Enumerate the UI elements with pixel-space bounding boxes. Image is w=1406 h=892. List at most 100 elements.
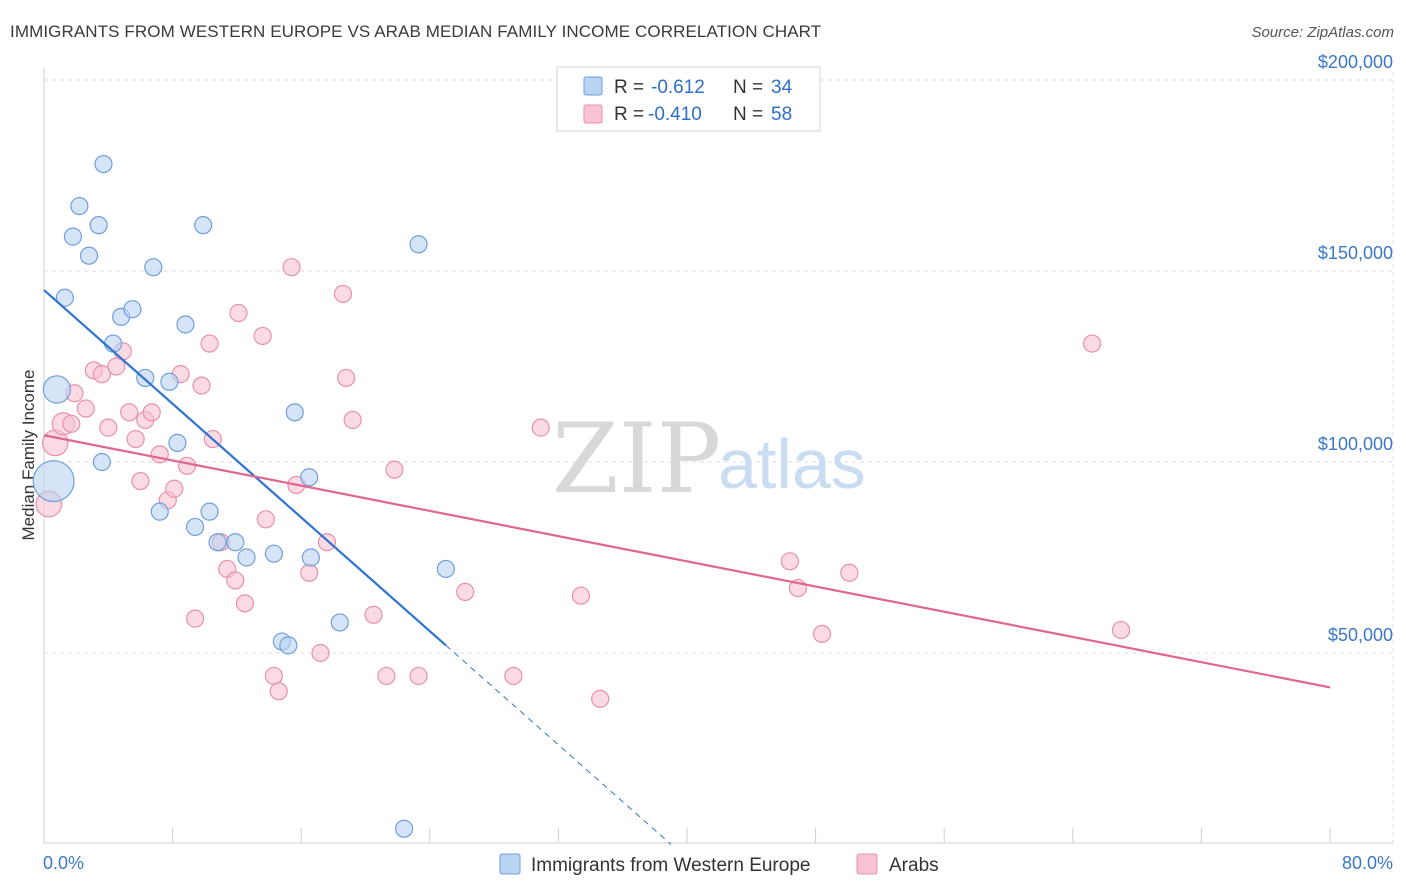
data-point-western-europe: [186, 517, 205, 537]
data-point-western-europe: [79, 246, 99, 265]
y-axis-ticks: $50,000 $100,000 $150,000 $200,000: [1318, 52, 1393, 645]
data-point-western-europe: [330, 613, 349, 632]
trend-line-western-europe: [43, 289, 447, 647]
data-point-arabs: [62, 414, 81, 433]
data-point-arabs: [1111, 620, 1131, 640]
source-credit: Source: ZipAtlas.com: [1251, 24, 1394, 41]
data-point-arabs: [142, 403, 161, 422]
data-point-western-europe: [226, 533, 245, 552]
data-point-arabs: [253, 326, 272, 346]
y-tick-label: $100,000: [1318, 434, 1393, 454]
data-point-western-europe: [94, 154, 113, 174]
data-point-western-europe: [123, 300, 142, 319]
data-point-western-europe: [150, 502, 169, 521]
data-point-western-europe: [104, 334, 123, 353]
data-point-arabs: [571, 586, 591, 605]
data-point-arabs: [311, 643, 330, 663]
axes: [43, 68, 1393, 844]
data-point-western-europe: [200, 502, 219, 521]
data-point-western-europe: [300, 468, 319, 487]
data-point-arabs: [186, 609, 205, 628]
legend-r-value-pink: -0.410: [648, 104, 702, 125]
watermark-atlas: atlas: [718, 425, 866, 503]
data-point-western-europe: [70, 196, 89, 216]
data-point-arabs: [192, 376, 211, 395]
data-point-arabs: [409, 666, 428, 686]
y-axis-label: Median Family Income: [19, 369, 38, 540]
data-point-arabs: [235, 594, 255, 613]
data-point-western-europe: [89, 216, 108, 235]
data-point-arabs: [269, 682, 288, 701]
data-point-arabs: [99, 418, 118, 437]
legend-swatch-blue: [583, 76, 603, 96]
data-point-western-europe: [42, 375, 72, 404]
data-point-arabs: [177, 456, 197, 475]
data-point-western-europe: [55, 288, 74, 307]
legend-n-value-pink: 58: [771, 104, 792, 125]
data-point-arabs: [812, 624, 832, 644]
data-point-arabs: [126, 429, 145, 449]
y-tick-label: $150,000: [1318, 243, 1393, 263]
data-point-arabs: [264, 666, 283, 686]
data-point-arabs: [282, 258, 301, 277]
data-point-western-europe: [176, 315, 195, 334]
data-point-western-europe: [92, 452, 111, 472]
y-tick-label: $50,000: [1328, 625, 1393, 645]
data-point-western-europe: [409, 235, 428, 254]
series-arabs-points: [35, 258, 1131, 708]
trend-line-western-europe-extension: [445, 644, 672, 845]
data-point-arabs: [337, 368, 356, 388]
bottom-legend-label-pink: Arabs: [889, 855, 939, 876]
data-point-western-europe: [394, 819, 414, 838]
data-point-western-europe: [301, 548, 320, 567]
data-point-arabs: [92, 365, 111, 384]
data-point-arabs: [377, 666, 396, 686]
data-point-arabs: [385, 460, 404, 479]
legend-r-value-blue: -0.612: [651, 77, 705, 98]
data-point-arabs: [317, 533, 337, 552]
data-point-western-europe: [160, 372, 179, 391]
data-point-arabs: [780, 552, 799, 571]
chart-title: IMMIGRANTS FROM WESTERN EUROPE VS ARAB M…: [10, 22, 822, 41]
data-point-arabs: [200, 334, 219, 353]
data-point-arabs: [1082, 334, 1102, 353]
data-point-arabs: [150, 445, 169, 464]
data-point-arabs: [256, 510, 275, 529]
bottom-legend-label-blue: Immigrants from Western Europe: [531, 855, 810, 876]
data-point-western-europe: [237, 548, 256, 567]
bottom-legend-swatch-pink: [856, 853, 878, 875]
data-point-arabs: [504, 666, 523, 686]
data-point-western-europe: [208, 533, 227, 552]
legend-n-label-blue: N =: [733, 77, 763, 98]
trend-lines: [43, 289, 1331, 845]
data-point-arabs: [456, 582, 475, 601]
legend-r-label-pink: R =: [614, 104, 644, 125]
watermark-zip: ZIP: [552, 403, 721, 515]
y-tick-label: $200,000: [1318, 52, 1393, 72]
data-point-arabs: [591, 689, 610, 708]
data-point-western-europe: [436, 559, 455, 579]
x-tick-label-max: 80.0%: [1342, 853, 1393, 873]
legend-n-value-blue: 34: [771, 77, 793, 98]
data-point-arabs: [840, 563, 859, 582]
data-point-arabs: [131, 472, 150, 491]
data-point-arabs: [120, 403, 139, 422]
legend-swatch-pink: [583, 104, 603, 124]
data-point-western-europe: [194, 216, 213, 235]
data-point-western-europe: [32, 460, 75, 503]
data-point-arabs: [226, 571, 245, 590]
legend-r-label-blue: R =: [614, 77, 644, 98]
trend-line-arabs: [43, 434, 1331, 689]
watermark: ZIP atlas: [552, 403, 866, 515]
data-point-western-europe: [63, 227, 83, 246]
data-point-arabs: [333, 284, 353, 304]
data-point-western-europe: [144, 258, 163, 277]
data-point-arabs: [364, 605, 383, 624]
data-point-arabs: [76, 399, 95, 418]
data-point-arabs: [531, 418, 550, 437]
legend-n-label-pink: N =: [733, 104, 763, 125]
data-point-arabs: [300, 563, 319, 582]
data-point-western-europe: [168, 433, 187, 452]
data-point-western-europe: [285, 403, 304, 422]
